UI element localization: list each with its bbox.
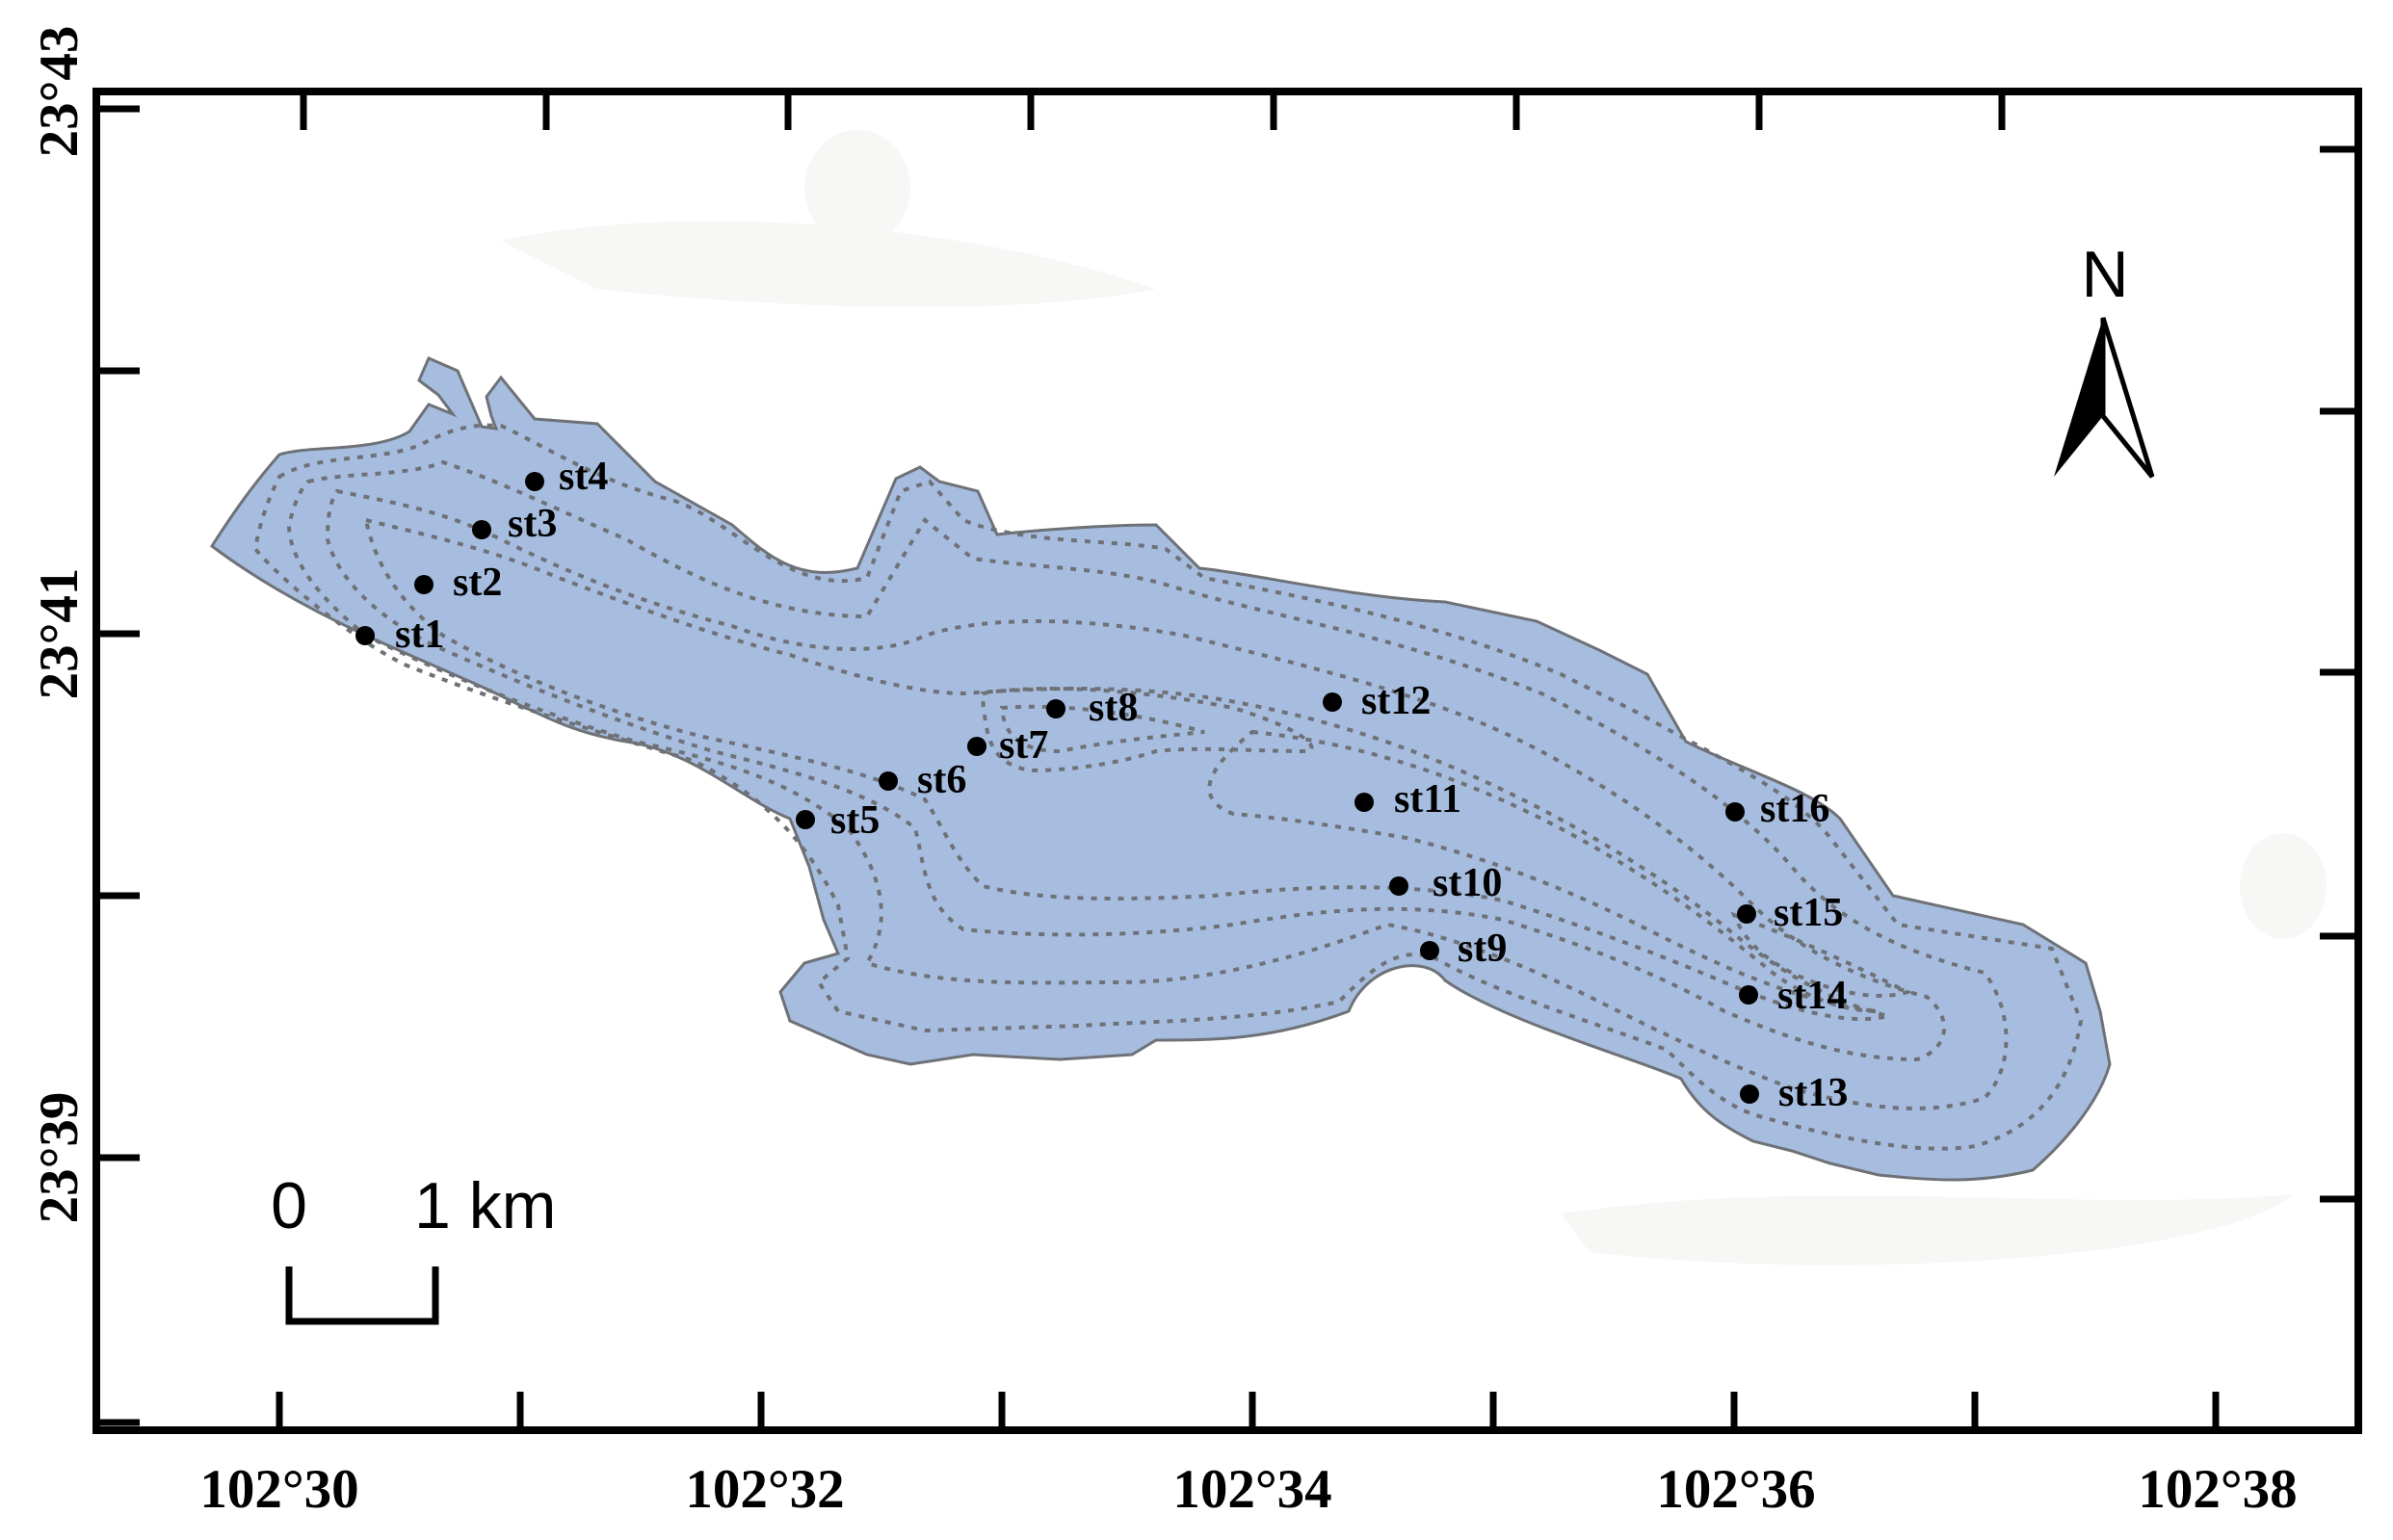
y-tick-label: 23°39 (29, 1092, 90, 1224)
station-label: st3 (508, 502, 557, 546)
station-label: st13 (1778, 1071, 1848, 1115)
station-marker (1354, 793, 1374, 812)
station-st11: st11 (1354, 777, 1461, 822)
station-st6: st6 (879, 758, 966, 802)
station-marker (1739, 985, 1758, 1005)
station-st10: st10 (1389, 861, 1502, 905)
y-axis-labels: 23°43 23°41 23°39 (29, 26, 90, 1224)
station-st9: st9 (1420, 927, 1507, 971)
station-st4: st4 (525, 455, 608, 499)
x-tick-label: 102°36 (1656, 1459, 1815, 1520)
station-marker (355, 626, 375, 645)
station-st3: st3 (472, 502, 557, 546)
x-tick-label: 102°32 (685, 1459, 844, 1520)
right-ticks (2320, 145, 2358, 1203)
station-marker (796, 810, 815, 829)
station-st15: st15 (1737, 891, 1843, 935)
station-marker (879, 771, 898, 791)
station-marker (1046, 699, 1065, 718)
contour-lines (252, 423, 2084, 1151)
station-marker (414, 575, 434, 594)
background-shapes (501, 130, 2327, 1266)
frame-border (92, 88, 2362, 1434)
station-st5: st5 (796, 798, 880, 843)
station-marker (967, 737, 986, 756)
station-label: st15 (1774, 891, 1843, 935)
station-st16: st16 (1725, 787, 1829, 831)
x-tick-label: 102°30 (199, 1459, 358, 1520)
station-label: st7 (999, 723, 1048, 768)
station-label: st9 (1458, 927, 1507, 971)
station-label: st8 (1089, 686, 1138, 730)
contour-line (980, 687, 1314, 773)
contour-line (325, 488, 1946, 1062)
station-st2: st2 (414, 561, 502, 605)
contour-line (1207, 729, 1880, 1013)
station-label: st14 (1777, 974, 1847, 1018)
station-st14: st14 (1739, 974, 1847, 1018)
station-st7: st7 (967, 723, 1048, 768)
north-label: N (2081, 238, 2128, 311)
station-marker (525, 472, 544, 491)
contour-line (1730, 911, 1913, 998)
north-arrow-icon (2054, 317, 2155, 479)
y-tick-label: 23°41 (29, 568, 90, 700)
station-st8: st8 (1046, 686, 1138, 730)
station-marker (1737, 904, 1756, 924)
station-label: st4 (559, 455, 608, 499)
station-marker (1420, 941, 1439, 960)
station-marker (472, 520, 491, 539)
station-label: st5 (830, 798, 880, 843)
contour-line (999, 704, 1205, 754)
y-tick-label: 23°43 (29, 26, 90, 158)
station-label: st10 (1433, 861, 1502, 905)
station-label: st12 (1361, 679, 1431, 723)
station-st13: st13 (1740, 1071, 1848, 1115)
station-label: st11 (1394, 777, 1461, 822)
station-st12: st12 (1323, 679, 1431, 723)
map-frame (92, 88, 2362, 1434)
x-tick-label: 102°34 (1172, 1459, 1331, 1520)
x-axis-labels: 102°30 102°32 102°34 102°36 102°38 (199, 1459, 2297, 1520)
station-label: st16 (1760, 787, 1829, 831)
station-label: st2 (453, 561, 502, 605)
top-ticks (300, 91, 2006, 130)
bottom-ticks (276, 1392, 2220, 1430)
station-st1: st1 (355, 613, 444, 657)
station-marker (1389, 876, 1408, 896)
station-marker (1323, 692, 1342, 712)
contour-line (252, 423, 2084, 1151)
x-tick-label: 102°38 (2138, 1459, 2297, 1520)
station-marker (1725, 802, 1745, 822)
scale-bar: 0 1 km (271, 1169, 556, 1325)
station-marker (1740, 1084, 1759, 1104)
contour-line (363, 517, 1889, 1022)
station-label: st6 (917, 758, 966, 802)
scale-bar-line (285, 1266, 439, 1325)
north-arrow: N (2054, 238, 2155, 479)
scale-zero-label: 0 (271, 1169, 307, 1242)
station-label: st1 (395, 613, 444, 657)
left-ticks (96, 105, 140, 1426)
scale-end-label: 1 km (414, 1169, 556, 1242)
